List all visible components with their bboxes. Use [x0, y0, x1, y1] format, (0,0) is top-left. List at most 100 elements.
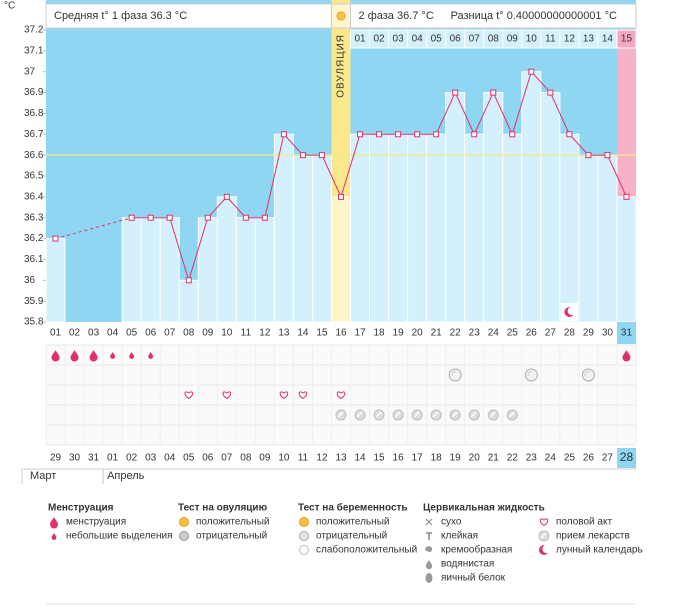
y-tick-label: 37: [24, 66, 36, 77]
sun-icon: [336, 11, 346, 21]
day-bar: [407, 133, 428, 323]
heart-icon: [279, 391, 289, 400]
x-tick-label: 06: [145, 328, 157, 339]
legend-item: менструация: [66, 517, 126, 528]
y-tick-label: 36.2: [24, 233, 44, 244]
day-bar: [426, 133, 447, 323]
temperature-marker: [261, 214, 268, 221]
heart-icon: [298, 391, 308, 400]
pill-shine: [470, 411, 477, 418]
heart-icon: [222, 391, 232, 400]
date-label: 05: [183, 453, 195, 464]
pill-shine: [413, 411, 420, 418]
pill-shine: [508, 411, 515, 418]
date-label: 13: [335, 453, 347, 464]
phase2-day: 02: [374, 34, 386, 45]
x-tick-label: 25: [507, 328, 519, 339]
header-difference: Разница t° 0.40000000000001 °C: [451, 10, 617, 22]
date-label: 27: [602, 453, 614, 464]
legend-title: Цервикальная жидкость: [423, 503, 545, 514]
temperature-marker: [490, 89, 497, 96]
day-bar: [292, 154, 313, 323]
legend-icon: [426, 532, 432, 540]
x-tick-label: 16: [335, 328, 347, 339]
today-box: [616, 322, 636, 344]
x-tick-label: 29: [583, 328, 595, 339]
date-label: 07: [221, 453, 233, 464]
day-bar: [521, 71, 542, 323]
temperature-marker: [318, 152, 325, 159]
date-label: 24: [545, 453, 557, 464]
day-bar: [388, 133, 409, 323]
legend-icon: [425, 546, 433, 553]
temperature-marker: [280, 131, 287, 138]
gap-bridge: [55, 217, 132, 240]
temperature-marker: [52, 235, 59, 242]
phase2-day: 11: [545, 34, 556, 45]
day-bar: [45, 238, 66, 323]
day-bar: [502, 133, 523, 323]
day-bar: [464, 133, 485, 323]
day-bar: [559, 133, 580, 323]
menstruation-icon: [129, 352, 135, 359]
menstruation-icon: [70, 350, 79, 362]
y-tick-label: 36: [24, 275, 36, 286]
x-tick-label: 27: [545, 328, 557, 339]
temperature-marker: [242, 214, 249, 221]
date-label: 22: [507, 453, 519, 464]
test-icon: [179, 517, 189, 527]
phase2-day: 14: [602, 34, 614, 45]
x-tick-label: 30: [602, 328, 614, 339]
header-phase1: Средняя t° 1 фаза 36.3 °C: [54, 10, 187, 22]
x-tick-label: 21: [431, 328, 443, 339]
day-bar: [159, 217, 180, 323]
day-bar: [350, 133, 371, 323]
phase2-day: 08: [488, 34, 500, 45]
temperature-marker: [414, 131, 421, 138]
pregnancy-test-icon: [524, 368, 538, 382]
test-icon: [299, 531, 309, 541]
legend-item: прием лекарств: [556, 531, 630, 542]
legend-icon: [425, 518, 433, 526]
y-tick-label: 36.7: [24, 129, 44, 140]
date-label: 04: [164, 453, 176, 464]
test-shine: [451, 371, 457, 377]
day-bar: [197, 217, 218, 323]
temperature-marker: [395, 131, 402, 138]
temperature-marker: [452, 89, 459, 96]
legend-item: слабоположительный: [316, 544, 417, 556]
day-bar: [445, 92, 466, 323]
pill-shine: [375, 411, 382, 418]
day-bar: [540, 92, 561, 323]
date-label: 03: [145, 453, 157, 464]
day-bar: [369, 133, 390, 323]
date-label: 19: [450, 453, 462, 464]
date-label: 11: [298, 453, 309, 464]
temperature-marker: [623, 193, 630, 200]
date-label: 08: [240, 453, 252, 464]
temperature-marker: [566, 131, 573, 138]
test-icon: [299, 545, 309, 555]
y-tick-label: 36.5: [24, 171, 44, 182]
temperature-marker: [166, 214, 173, 221]
temperature-marker: [509, 131, 516, 138]
pregnancy-test-icon: [581, 368, 595, 382]
x-tick-label: 24: [488, 328, 500, 339]
x-tick-label: 13: [278, 328, 290, 339]
x-tick-label: 14: [297, 328, 309, 339]
heart-icon: [539, 518, 549, 527]
y-tick-label: 36.8: [24, 108, 44, 119]
heart-icon: [336, 391, 346, 400]
day-bar: [616, 196, 637, 323]
day-bar: [311, 154, 332, 323]
day-bar: [254, 217, 275, 323]
legend-item: водянистая: [441, 559, 494, 570]
x-tick-label: 01: [50, 328, 62, 339]
y-tick-label: 36.6: [24, 150, 44, 161]
x-tick-label: 28: [564, 328, 576, 339]
x-tick-label: 19: [393, 328, 405, 339]
y-tick-label: 35.9: [24, 296, 44, 307]
date-label: 23: [526, 453, 538, 464]
